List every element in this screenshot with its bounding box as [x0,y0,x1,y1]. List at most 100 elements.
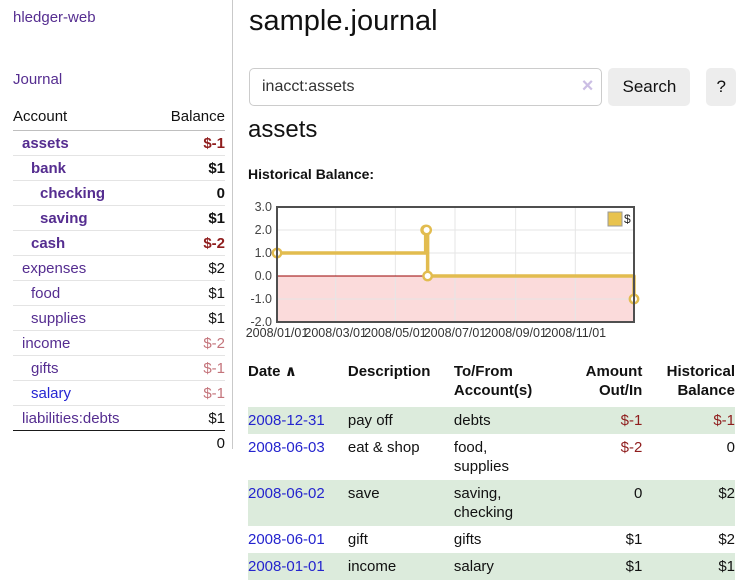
account-balance: $-2 [153,230,225,256]
account-row: salary $-1 [13,380,225,406]
register-column-amount: Amount Out/In [585,363,643,399]
sort-ascending-icon: ∧ [284,363,297,380]
account-link-checking[interactable]: checking [40,185,106,202]
page-title: sample.journal [249,5,438,37]
chart-x-tick-label: 2008/05/01 [364,326,427,340]
account-link-saving[interactable]: saving [40,210,88,227]
transaction-balance: $1 [718,558,735,575]
chart-legend-label: $ [624,212,631,226]
historical-balance-chart[interactable]: $3.0 2.0 1.0 0.0 -1.0 -2.02008/01/012008/03/0… [246,200,640,344]
register-column-description: Description [347,363,431,380]
chart-legend-swatch [607,211,623,227]
account-link-assets[interactable]: assets [22,135,69,152]
chart-y-tick-label: -2.0 [250,315,272,329]
register-header-row: Date ∧ Description To/From Account(s) Am… [248,360,735,407]
transaction-balance: $2 [718,485,735,502]
chart-y-tick-label: -1.0 [250,292,272,306]
transaction-balance: $-1 [713,412,735,429]
account-row: liabilities:debts $1 [13,405,225,431]
account-link-cash[interactable]: cash [31,235,66,252]
transaction-row: 2008-01-01 income salary $1 $1 [248,553,735,580]
account-balance: $1 [153,280,225,306]
chart-point [421,224,433,236]
transaction-amount: $1 [625,558,643,575]
account-balance: $1 [153,205,225,231]
register-column-balance: Historical Balance [666,363,735,399]
account-balance: $1 [153,405,225,431]
chart-y-tick-label: 2.0 [255,223,272,237]
transaction-amount: $-2 [620,439,643,456]
account-link-income[interactable]: income [22,335,71,352]
chart-y-tick-label: 1.0 [255,246,272,260]
sidebar: hledger-web Journal Account Balance asse… [0,0,233,455]
account-link-supplies[interactable]: supplies [31,310,87,327]
transaction-amount: 0 [633,485,643,502]
account-row: cash $-2 [13,230,225,256]
transaction-accounts: food, supplies [453,439,509,475]
transaction-date-link[interactable]: 2008-01-01 [248,558,325,575]
chart-border [276,206,635,323]
transaction-row: 2008-06-03 eat & shop food, supplies $-2… [248,434,735,480]
chart-y-tick-label: 3.0 [255,200,272,214]
chart-title: Historical Balance: [248,166,375,182]
account-row: checking 0 [13,180,225,206]
account-balance: $-2 [153,330,225,356]
transaction-date-link[interactable]: 2008-12-31 [248,412,325,429]
account-row: food $1 [13,280,225,306]
account-row: saving $1 [13,205,225,231]
register-column-account: To/From Account(s) [453,363,533,399]
account-link-expenses[interactable]: expenses [22,260,87,277]
clear-search-icon[interactable]: × [581,75,594,97]
accounts-total-row: 0 [13,430,225,455]
search-input[interactable] [249,68,603,106]
transaction-row: 2008-06-01 gift gifts $1 $2 [248,526,735,553]
account-link-gifts[interactable]: gifts [31,360,59,377]
account-row: bank $1 [13,155,225,181]
account-link-bank[interactable]: bank [31,160,67,177]
account-link-salary[interactable]: salary [31,385,72,402]
register-column-date[interactable]: Date ∧ [248,363,297,380]
register-table: Date ∧ Description To/From Account(s) Am… [248,360,735,580]
chart-x-tick-label: 2008/11/01 [544,326,606,340]
accounts-total-value: 0 [153,430,225,455]
search-button[interactable]: Search [608,68,691,106]
transaction-description: income [347,558,397,575]
transaction-description: gift [347,531,368,548]
transaction-amount: $-1 [620,412,643,429]
account-link-liabilities-debts[interactable]: liabilities:debts [22,410,120,427]
account-balance: $1 [153,305,225,331]
chart-point [422,270,434,282]
account-row: income $-2 [13,330,225,356]
account-row: supplies $1 [13,305,225,331]
account-heading: assets [248,116,318,143]
transaction-row: 2008-06-02 save saving, checking 0 $2 [248,480,735,526]
app-brand-link[interactable]: hledger-web [13,9,96,26]
transaction-balance: 0 [726,439,735,456]
transaction-row: 2008-12-31 pay off debts $-1 $-1 [248,407,735,434]
account-balance: 0 [153,180,225,206]
transaction-accounts: saving, checking [453,485,514,521]
chart-x-tick-label: 2008/09/01 [484,326,547,340]
transaction-description: pay off [347,412,393,429]
account-row: assets $-1 [13,131,225,156]
sidebar-item-journal[interactable]: Journal [13,71,63,88]
transaction-accounts: salary [453,558,494,575]
account-balance: $-1 [153,355,225,381]
transaction-date-link[interactable]: 2008-06-03 [248,439,325,456]
help-button[interactable]: ? [706,68,736,106]
transaction-date-link[interactable]: 2008-06-01 [248,531,325,548]
transaction-accounts: gifts [453,531,482,548]
account-row: gifts $-1 [13,355,225,381]
transaction-amount: $1 [625,531,643,548]
account-balance: $1 [153,155,225,181]
chart-x-tick-label: 2008/01/01 [246,326,309,340]
accounts-table-header: Account Balance [13,106,225,131]
transaction-balance: $2 [718,531,735,548]
search-box: × [249,68,603,106]
transaction-description: eat & shop [347,439,420,456]
account-balance: $-1 [153,380,225,406]
transaction-date-link[interactable]: 2008-06-02 [248,485,325,502]
chart-x-tick-label: 2008/07/01 [424,326,487,340]
chart-x-tick-label: 2008/03/01 [304,326,367,340]
account-link-food[interactable]: food [31,285,61,302]
